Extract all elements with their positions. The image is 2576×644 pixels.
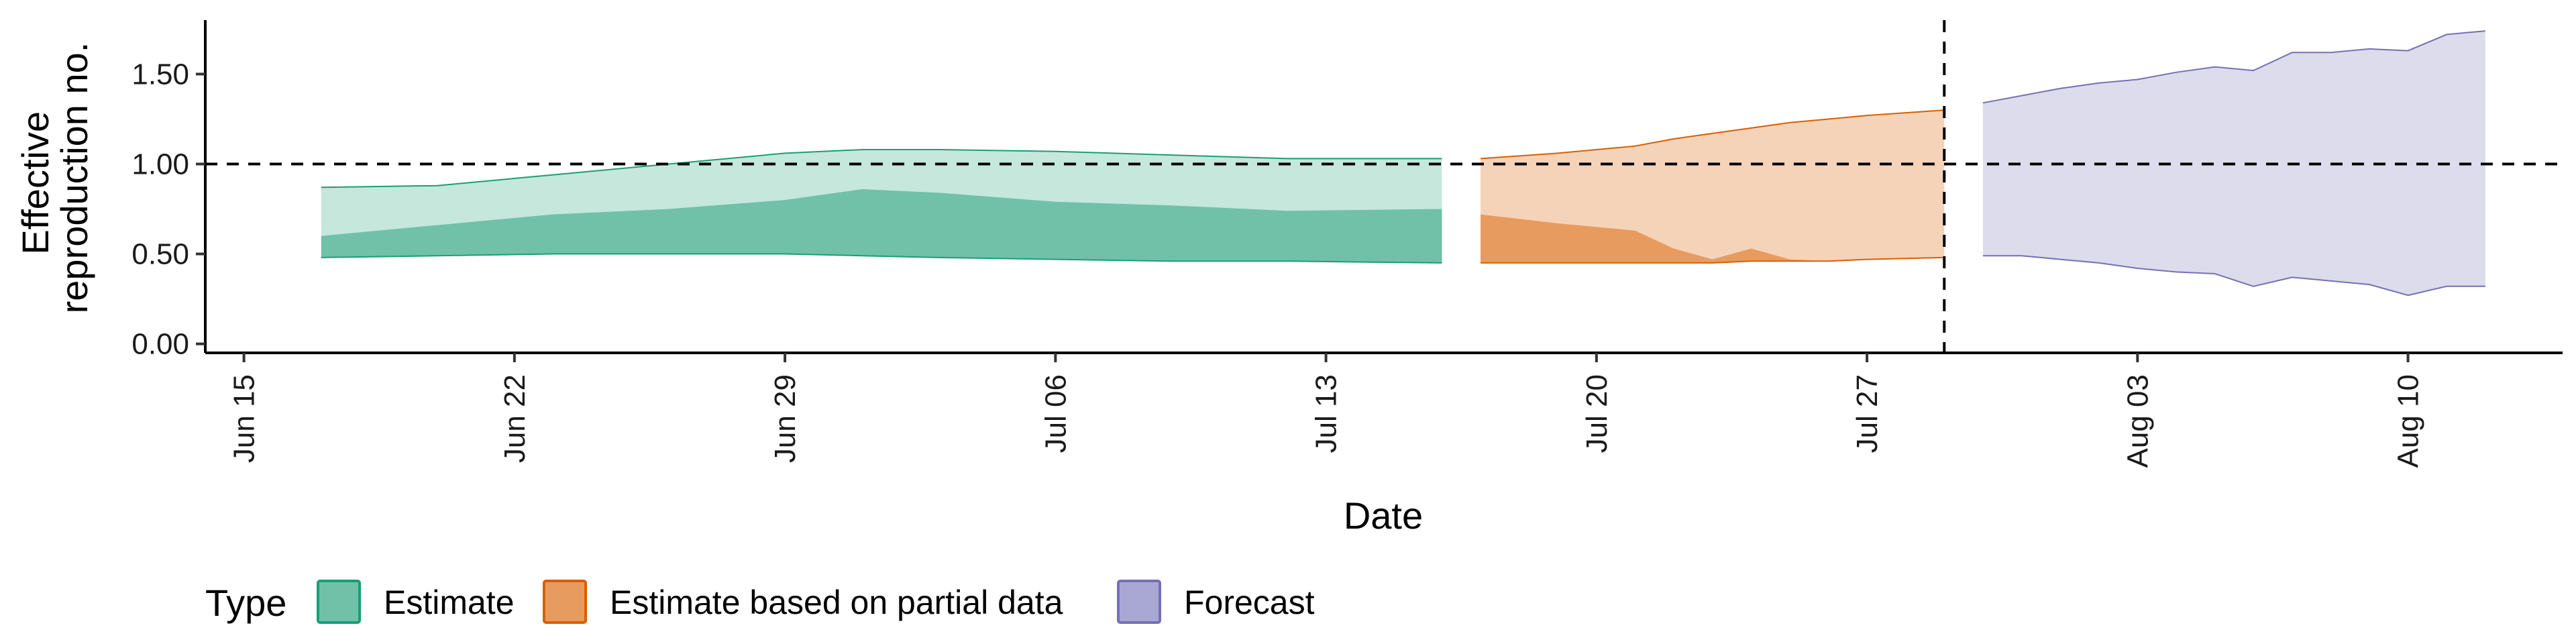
y-tick-label: 1.50 <box>131 58 189 91</box>
x-tick-label: Jul 20 <box>1580 374 1613 453</box>
x-axis-title: Date <box>1344 494 1423 537</box>
band-upper-edge-estimate-based-on-partial-data <box>1480 109 1945 160</box>
band-50-estimate <box>321 189 1442 263</box>
y-tick-label: 0.50 <box>131 238 189 271</box>
band-lower-edge-forecast <box>1982 255 2485 297</box>
band-lower-edge-estimate <box>321 253 1442 264</box>
x-tick-label: Jun 15 <box>228 374 261 463</box>
x-tick-label: Jul 06 <box>1039 374 1072 453</box>
y-axis-title-line-1: Effective <box>14 111 56 255</box>
band-upper-edge-estimate <box>321 149 1442 189</box>
x-tick-label: Jul 13 <box>1310 374 1343 453</box>
legend-label-estimate: Estimate <box>384 584 515 621</box>
band-50-estimate-based-on-partial-data <box>1481 214 1945 263</box>
band-90-estimate-based-on-partial-data <box>1481 110 1945 263</box>
x-tick-label: Jun 22 <box>498 374 531 463</box>
y-tick-label: 0.00 <box>131 328 189 361</box>
y-ticks: 0.00 0.50 1.00 1.50 <box>131 58 205 361</box>
legend: Type Estimate Estimate based on partial … <box>205 580 1315 624</box>
band-lower-edge-estimate-based-on-partial-data <box>1481 256 1945 264</box>
band-upper-edge-forecast <box>1982 30 2485 104</box>
y-tick-label: 1.00 <box>131 148 189 180</box>
x-tick-label: Jun 29 <box>769 374 802 463</box>
x-tick-label: Jul 27 <box>1851 374 1884 453</box>
x-ticks: Jun 15 Jun 22 Jun 29 Jul 06 Jul 13 Jul 20 Jul … <box>228 353 2425 468</box>
x-tick-label: Aug 03 <box>2121 374 2154 468</box>
legend-swatch-forecast <box>1117 580 1161 624</box>
x-tick-label: Aug 10 <box>2392 374 2425 468</box>
axes <box>204 20 2563 354</box>
y-axis-title: Effective reproduction no. <box>14 42 95 314</box>
legend-label-forecast: Forecast <box>1184 584 1315 621</box>
legend-label-partial: Estimate based on partial data <box>610 584 1063 621</box>
legend-swatch-partial <box>543 580 587 624</box>
legend-title: Type <box>205 582 286 624</box>
reference-lines <box>205 20 2563 353</box>
y-axis-title-line-2: reproduction no. <box>53 42 95 314</box>
legend-swatch-estimate <box>317 580 361 624</box>
